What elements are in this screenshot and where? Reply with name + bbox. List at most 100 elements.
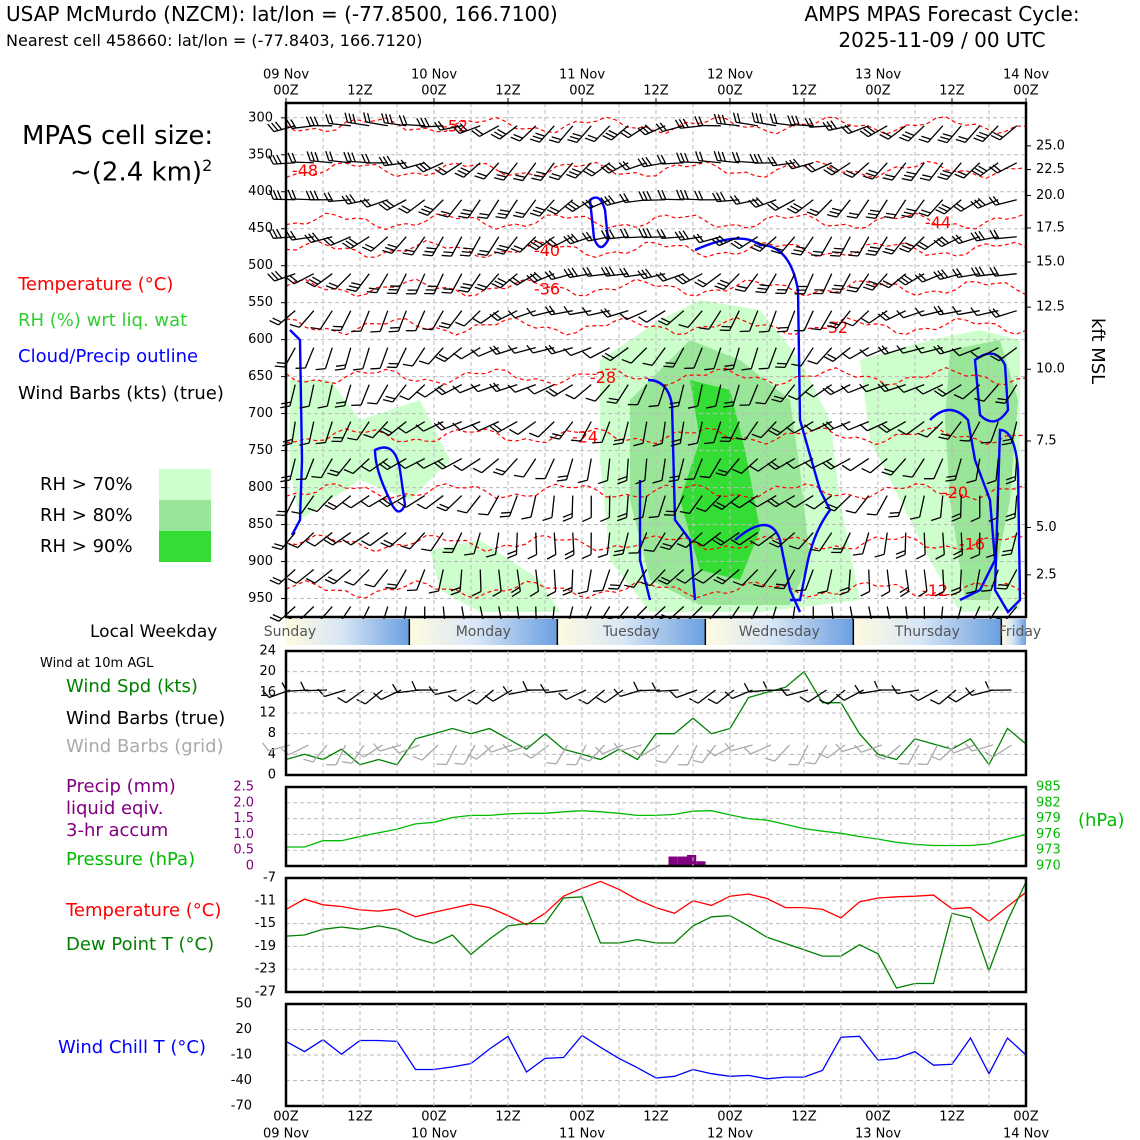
wind-barb [731,151,758,164]
wind-barb [953,532,964,560]
wind-barb [477,236,500,256]
wind-barb [878,421,907,433]
wind-barb [933,305,962,316]
wind-barb [916,236,944,251]
wind-barb [477,199,500,220]
pressure-tick-label: 800 [248,480,273,495]
wind-barb [531,162,555,182]
wind-barb [563,347,592,357]
temp-tick-label: -7 [263,871,276,886]
legend-pressure: Pressure (hPa) [66,849,196,870]
wind-barb [652,458,666,484]
wind-barb [566,162,592,179]
wind-barb [299,384,315,409]
legend-rh90: RH > 90% [40,536,133,557]
grid-wind-barb [724,742,753,752]
wind-barb [1005,495,1018,522]
wind-barb [694,569,722,584]
wind-barb [952,306,980,316]
grid-wind-barb [595,744,624,755]
grid-wind-barb [412,744,439,761]
pressure-tick-label: 850 [248,517,273,532]
wind-barb [627,384,648,406]
pressure-tick-label: 450 [248,221,273,236]
surface-wind-barb [688,689,716,704]
wind-barb [452,421,481,431]
wind-barb [970,266,999,277]
surface-wind-barb [467,689,494,705]
windchill-tick-label: 20 [235,1022,252,1037]
wind-barb [513,162,537,182]
wind-barb [347,421,370,441]
wind-barb [405,310,426,332]
wind-barb [366,273,389,294]
surface-wind-barb [540,683,568,694]
wind-barb [952,268,980,278]
wind-barb [996,569,1018,590]
legend-wind-speed: Wind Spd (kts) [66,676,198,697]
wind-barb [613,421,629,446]
wind-barb [638,191,666,202]
wind-barb [269,310,296,326]
grid-wind-barb [326,744,347,766]
wind-barb [489,310,518,322]
wind-barb [668,384,685,409]
wind-barb [794,273,814,295]
wind-barb [416,117,444,128]
wind-barb [382,236,407,254]
wind-barb [416,384,444,398]
weekday-segment [286,619,410,645]
wind-barb [353,347,370,371]
wind-barb [767,495,796,508]
wind-barb [841,458,870,472]
wind-tick-label: 12 [259,706,276,721]
wind-barb [388,310,407,333]
wind-barb [933,269,962,280]
wind-barb [341,194,370,205]
wind-barb [406,569,426,592]
wind-barb [970,495,981,523]
wind-barb [675,189,703,201]
wind-barb [732,458,759,474]
wind-barb [402,347,426,367]
bottom-hour-label: 00Z [273,1110,299,1125]
wind-barb [914,344,943,354]
weekday-label-wednesday: Wednesday [739,624,820,640]
wind-barb [663,347,685,368]
wind-barb [490,125,518,140]
wind-barb [899,125,925,142]
wind-barb [791,236,814,256]
wind-barb [1005,458,1018,485]
grid-wind-barb [854,744,883,753]
wind-barb [307,495,333,513]
temperature-isoline-label: -24 [572,427,598,446]
wind-barb [287,152,314,164]
grid-wind-barb [946,744,975,754]
wind-barb [845,495,870,514]
wind-barb [289,310,315,328]
wind-barb [774,569,796,590]
grid-wind-barb [373,743,402,752]
rh-shading-5 [945,340,1018,600]
wind-barb [676,532,703,549]
wind-barb [510,125,537,142]
wind-barb [970,197,999,209]
wind-barb [438,310,463,329]
wind-barb [749,153,777,164]
wind-barb [606,384,629,404]
wind-barb [735,421,759,441]
wind-barb [676,152,703,164]
wind-barb [545,236,574,248]
wind-barb [804,384,833,398]
temperature-isoline-label: -40 [534,241,560,260]
surface-wind-barb [337,689,365,704]
wind-barb [874,532,888,558]
grid-wind-barb [391,744,420,754]
grid-wind-barb [303,744,328,763]
wind-barb [342,236,370,250]
wind-barb [311,458,333,479]
wind-barb [730,532,759,546]
legend-rh80: RH > 80% [40,505,133,526]
wind-barb [937,162,962,181]
